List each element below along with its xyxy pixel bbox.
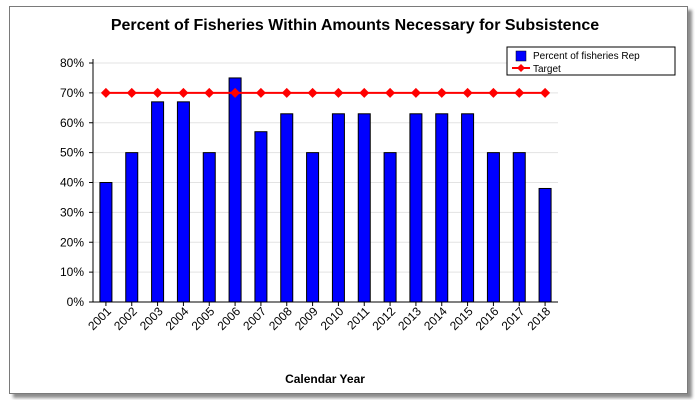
- target-point-2018: [540, 87, 551, 98]
- x-tick-label: 2017: [499, 304, 528, 333]
- y-tick-label: 20%: [60, 235, 84, 249]
- x-tick-label: 2007: [240, 304, 269, 333]
- x-tick-label: 2016: [473, 304, 502, 333]
- bar-2004: [176, 101, 190, 303]
- bar-2006: [228, 77, 242, 303]
- bar-2017: [512, 152, 526, 303]
- bar-2003: [151, 101, 165, 303]
- y-tick-labels: 0% 10% 20% 30% 40% 50% 60% 70% 80%: [60, 56, 84, 309]
- bar-2014: [435, 113, 449, 303]
- y-tick-label: 80%: [60, 56, 84, 70]
- axes: [89, 59, 558, 306]
- x-tick-label: 2003: [137, 304, 166, 333]
- target-point-2012: [385, 87, 396, 98]
- x-tick-label: 2006: [214, 304, 243, 333]
- bar-2007: [254, 131, 268, 303]
- target-point-2016: [488, 87, 499, 98]
- x-tick-label: 2015: [447, 304, 476, 333]
- x-tick-label: 2014: [421, 304, 450, 333]
- y-tick-label: 10%: [60, 265, 84, 279]
- bar-2008: [280, 113, 294, 303]
- legend-label-bars: Percent of fisheries Rep: [533, 51, 640, 62]
- bar-2018: [538, 187, 552, 303]
- y-tick-label: 70%: [60, 86, 84, 100]
- target-point-2008: [281, 87, 292, 98]
- bar-2010: [331, 113, 345, 303]
- bar-2012: [383, 152, 397, 303]
- target-point-2001: [100, 87, 111, 98]
- bar-2011: [357, 113, 371, 303]
- target-point-2005: [204, 87, 215, 98]
- bar-series: [99, 77, 552, 303]
- target-point-2017: [514, 87, 525, 98]
- bar-2013: [409, 113, 423, 303]
- bar-2002: [125, 152, 139, 303]
- x-tick-label: 2012: [369, 304, 398, 333]
- target-point-2002: [126, 87, 137, 98]
- x-tick-label: 2001: [85, 304, 114, 333]
- target-point-2004: [178, 87, 189, 98]
- y-tick-label: 30%: [60, 205, 84, 219]
- target-point-2007: [255, 87, 266, 98]
- target-point-2014: [436, 87, 447, 98]
- bar-2001: [99, 182, 113, 303]
- chart-frame: Percent of Fisheries Within Amounts Nece…: [9, 6, 688, 394]
- x-tick-label: 2002: [111, 304, 140, 333]
- chart-title: Percent of Fisheries Within Amounts Nece…: [111, 17, 599, 34]
- legend-box: [506, 46, 676, 76]
- y-tick-label: 60%: [60, 116, 84, 130]
- target-point-2003: [152, 87, 163, 98]
- target-point-2011: [359, 87, 370, 98]
- bar-2016: [486, 152, 500, 303]
- target-point-2006: [230, 87, 241, 98]
- legend-swatch-target-marker: [517, 64, 525, 72]
- y-tick-label: 50%: [60, 146, 84, 160]
- x-tick-label: 2018: [524, 304, 553, 333]
- x-tick-label: 2009: [292, 304, 321, 333]
- bar-2009: [306, 152, 320, 303]
- legend: Percent of fisheries Rep Target: [506, 46, 676, 76]
- legend-swatch-bars: [515, 50, 527, 62]
- x-tick-label: 2010: [318, 304, 347, 333]
- bar-2015: [461, 113, 475, 303]
- target-point-2009: [307, 87, 318, 98]
- target-point-2010: [333, 87, 344, 98]
- x-tick-label: 2011: [344, 304, 372, 332]
- x-tick-label: 2008: [266, 304, 295, 333]
- legend-label-target: Target: [533, 64, 561, 75]
- x-tick-label: 2013: [395, 304, 424, 333]
- x-tick-label: 2005: [189, 304, 218, 333]
- target-line-series: [100, 87, 551, 98]
- target-point-2015: [462, 87, 473, 98]
- chart-svg: Percent of Fisheries Within Amounts Nece…: [60, 17, 676, 386]
- x-tick-label: 2004: [163, 304, 192, 333]
- bar-2005: [202, 152, 216, 303]
- x-axis-title: Calendar Year: [285, 372, 365, 386]
- y-tick-label: 0%: [67, 295, 85, 309]
- target-point-2013: [410, 87, 421, 98]
- x-tick-labels: 2001200220032004200520062007200820092010…: [85, 304, 553, 333]
- y-tick-label: 40%: [60, 176, 84, 190]
